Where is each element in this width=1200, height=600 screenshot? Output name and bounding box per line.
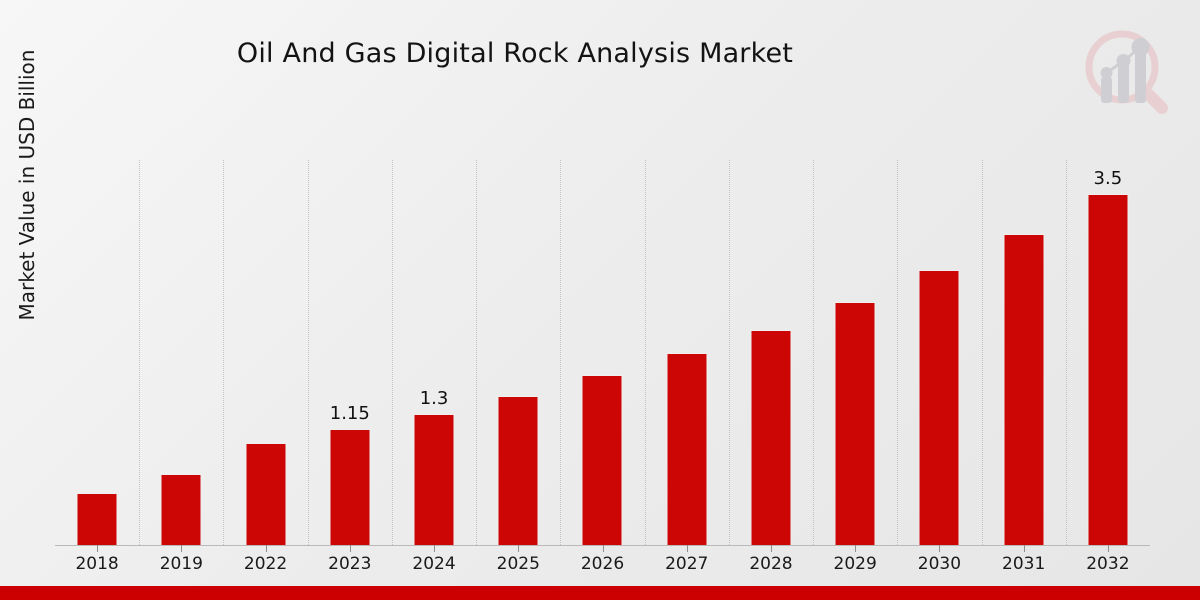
- bar-slot: [897, 160, 981, 545]
- gridline-vertical: [223, 160, 225, 545]
- bar-2023[interactable]: [329, 429, 371, 545]
- x-axis-label-2031: 2031: [1002, 554, 1046, 574]
- bar-2022[interactable]: [245, 443, 287, 545]
- bar-2018[interactable]: [76, 493, 118, 545]
- magnifier-bar-chart-logo-icon: [1075, 25, 1175, 120]
- bar-slot: [560, 160, 644, 545]
- x-tick-mark: [349, 545, 351, 552]
- gridline-vertical: [391, 160, 394, 545]
- gridline-vertical: [560, 160, 562, 545]
- x-tick-mark: [855, 545, 857, 552]
- bar-2028[interactable]: [750, 330, 792, 545]
- x-axis-label-2019: 2019: [159, 554, 203, 574]
- gridline-vertical: [813, 160, 815, 545]
- bar-slot: [645, 160, 729, 545]
- bar-2026[interactable]: [581, 375, 623, 545]
- gridline-vertical: [644, 160, 647, 545]
- gridline-vertical: [1065, 160, 1068, 545]
- bar-slot: 1.15: [308, 160, 392, 545]
- x-axis-label-2032: 2032: [1086, 554, 1130, 574]
- x-axis-label-2018: 2018: [75, 554, 119, 574]
- bar-slot: [55, 160, 139, 545]
- gridline-vertical: [981, 160, 984, 545]
- x-axis-label-2024: 2024: [412, 554, 456, 574]
- bar-2029[interactable]: [834, 302, 876, 545]
- x-axis-label-2025: 2025: [496, 554, 540, 574]
- plot-area: 1.15 1.3 3.5: [55, 160, 1150, 545]
- x-tick-mark: [686, 545, 688, 552]
- footer-accent-bar: [0, 586, 1200, 600]
- bar-2030[interactable]: [918, 270, 960, 545]
- bar-slot: 3.5: [1066, 160, 1150, 545]
- bar-value-label-2023: 1.15: [329, 403, 370, 424]
- x-tick-mark: [518, 545, 520, 552]
- x-tick-mark: [939, 545, 941, 552]
- bar-slot: [729, 160, 813, 545]
- bar-slot: [223, 160, 307, 545]
- bar-value-label-2024: 1.3: [419, 388, 449, 409]
- x-tick-mark: [1023, 545, 1025, 552]
- bar-slot: [139, 160, 223, 545]
- bar-slot: [813, 160, 897, 545]
- x-tick-mark: [181, 545, 183, 552]
- x-axis-label-2030: 2030: [917, 554, 962, 574]
- x-axis-label-2027: 2027: [665, 554, 709, 574]
- x-axis-label-2028: 2028: [749, 554, 793, 574]
- page-title: Oil And Gas Digital Rock Analysis Market: [236, 38, 794, 69]
- bar-2025[interactable]: [497, 396, 539, 545]
- bar-2031[interactable]: [1003, 234, 1045, 545]
- gridline-vertical: [476, 160, 478, 545]
- x-tick-mark: [602, 545, 604, 552]
- bar-slot: [982, 160, 1066, 545]
- bar-2032[interactable]: [1087, 194, 1129, 545]
- x-tick-mark: [97, 545, 99, 552]
- bar-slot: [476, 160, 560, 545]
- bar-value-label-2032: 3.5: [1093, 168, 1123, 189]
- x-axis-label-2023: 2023: [328, 554, 372, 574]
- x-axis-label-2022: 2022: [243, 554, 288, 574]
- y-axis-title: Market Value in USD Billion: [15, 49, 39, 321]
- bar-slot: 1.3: [392, 160, 476, 545]
- x-axis-label-2026: 2026: [580, 554, 625, 574]
- gridline-vertical: [139, 160, 141, 545]
- x-axis-label-2029: 2029: [833, 554, 877, 574]
- bar-2024[interactable]: [413, 414, 455, 545]
- bar-2027[interactable]: [666, 353, 708, 545]
- gridline-vertical: [897, 160, 899, 545]
- x-tick-mark: [770, 545, 772, 552]
- x-tick-mark: [434, 545, 436, 552]
- bar-2019[interactable]: [160, 474, 202, 545]
- gridline-vertical: [307, 160, 310, 545]
- gridline-vertical: [728, 160, 731, 545]
- x-tick-mark: [1107, 545, 1109, 552]
- x-tick-mark: [265, 545, 267, 552]
